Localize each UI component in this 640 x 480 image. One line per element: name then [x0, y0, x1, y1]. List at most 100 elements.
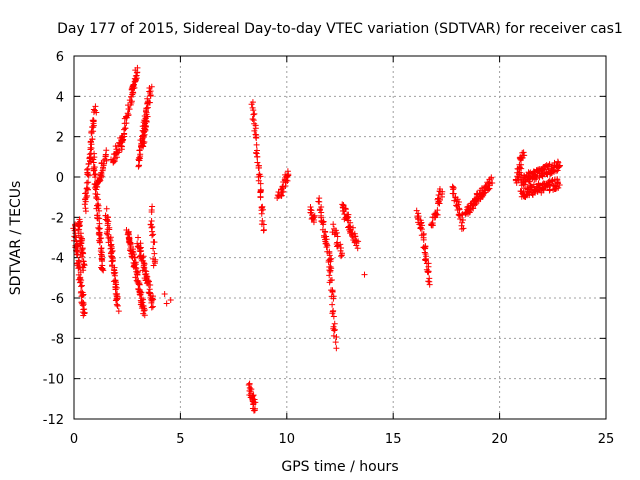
data-point — [330, 323, 337, 330]
data-point — [258, 221, 265, 228]
data-point — [354, 245, 361, 252]
data-point — [149, 203, 156, 210]
data-point — [82, 205, 89, 212]
axis-ticks: -12 -10 -8 -6 -4 -2 0 2 4 6 0 5 10 15 20 25 — [43, 50, 615, 447]
data-point — [150, 296, 157, 303]
y-tick-label: 4 — [56, 90, 64, 105]
data-point — [150, 245, 157, 252]
data-point — [144, 98, 151, 105]
data-point — [323, 233, 330, 240]
data-point — [84, 165, 91, 172]
data-point — [326, 272, 333, 279]
data-point — [136, 147, 143, 154]
data-point — [130, 249, 137, 256]
data-point — [450, 190, 457, 197]
data-point — [253, 141, 260, 148]
data-point — [104, 213, 111, 220]
data-point — [72, 234, 79, 241]
y-tick-label: -6 — [51, 292, 64, 307]
data-point — [450, 186, 457, 193]
data-point — [151, 250, 158, 257]
data-point — [135, 157, 142, 164]
data-point — [419, 222, 426, 229]
data-point — [93, 183, 100, 190]
data-point — [90, 117, 97, 124]
data-point — [245, 381, 252, 388]
data-point — [249, 99, 256, 106]
data-point — [139, 303, 146, 310]
data-point — [425, 260, 432, 267]
data-point — [167, 296, 174, 303]
data-point — [77, 240, 84, 247]
data-point — [133, 265, 140, 272]
data-point — [329, 287, 336, 294]
data-point — [76, 226, 83, 233]
data-point — [89, 136, 96, 143]
data-point — [148, 304, 155, 311]
y-tick-label: 6 — [56, 50, 64, 65]
data-point — [333, 345, 340, 352]
data-point — [148, 208, 155, 215]
data-point — [533, 175, 540, 182]
data-point — [143, 111, 150, 118]
data-point — [143, 105, 150, 112]
data-point — [133, 271, 140, 278]
data-point — [134, 64, 141, 71]
data-point — [80, 258, 87, 265]
data-point — [433, 211, 440, 218]
data-point — [113, 301, 120, 308]
data-point — [100, 267, 107, 274]
data-point — [259, 206, 266, 213]
data-point — [140, 307, 147, 314]
data-point — [339, 201, 346, 208]
data-point — [110, 158, 117, 165]
data-point — [540, 187, 547, 194]
data-point — [141, 307, 148, 314]
data-point — [97, 177, 104, 184]
data-point — [283, 177, 290, 184]
data-point — [524, 185, 531, 192]
data-point — [77, 279, 84, 286]
data-point — [434, 207, 441, 214]
data-point — [80, 264, 87, 271]
data-point — [119, 143, 126, 150]
data-point — [76, 218, 83, 225]
data-point — [251, 405, 258, 412]
data-point — [253, 135, 260, 142]
data-point — [94, 191, 101, 198]
data-point — [79, 292, 86, 299]
data-point — [143, 119, 150, 126]
data-point — [130, 81, 137, 88]
data-point — [472, 196, 479, 203]
data-point — [327, 277, 334, 284]
data-point — [545, 178, 552, 185]
data-point — [361, 271, 368, 278]
data-point — [251, 110, 258, 117]
data-point — [126, 97, 133, 104]
data-point — [77, 230, 84, 237]
data-point — [254, 153, 261, 160]
data-point — [150, 231, 157, 238]
data-point — [337, 241, 344, 248]
data-point — [251, 127, 258, 134]
x-axis-label: GPS time / hours — [281, 459, 398, 475]
data-point — [327, 268, 334, 275]
data-point — [95, 205, 102, 212]
data-point — [467, 206, 474, 213]
plot-frame — [73, 55, 607, 420]
data-points — [70, 64, 563, 414]
data-point — [466, 209, 473, 216]
data-point — [149, 228, 156, 235]
data-point — [422, 255, 429, 262]
data-point — [131, 78, 138, 85]
data-point — [118, 134, 125, 141]
data-point — [342, 205, 349, 212]
data-point — [104, 220, 111, 227]
data-point — [83, 179, 90, 186]
data-point — [86, 151, 93, 158]
data-point — [257, 188, 264, 195]
data-point — [113, 284, 120, 291]
data-point — [104, 217, 111, 224]
data-point — [318, 203, 325, 210]
